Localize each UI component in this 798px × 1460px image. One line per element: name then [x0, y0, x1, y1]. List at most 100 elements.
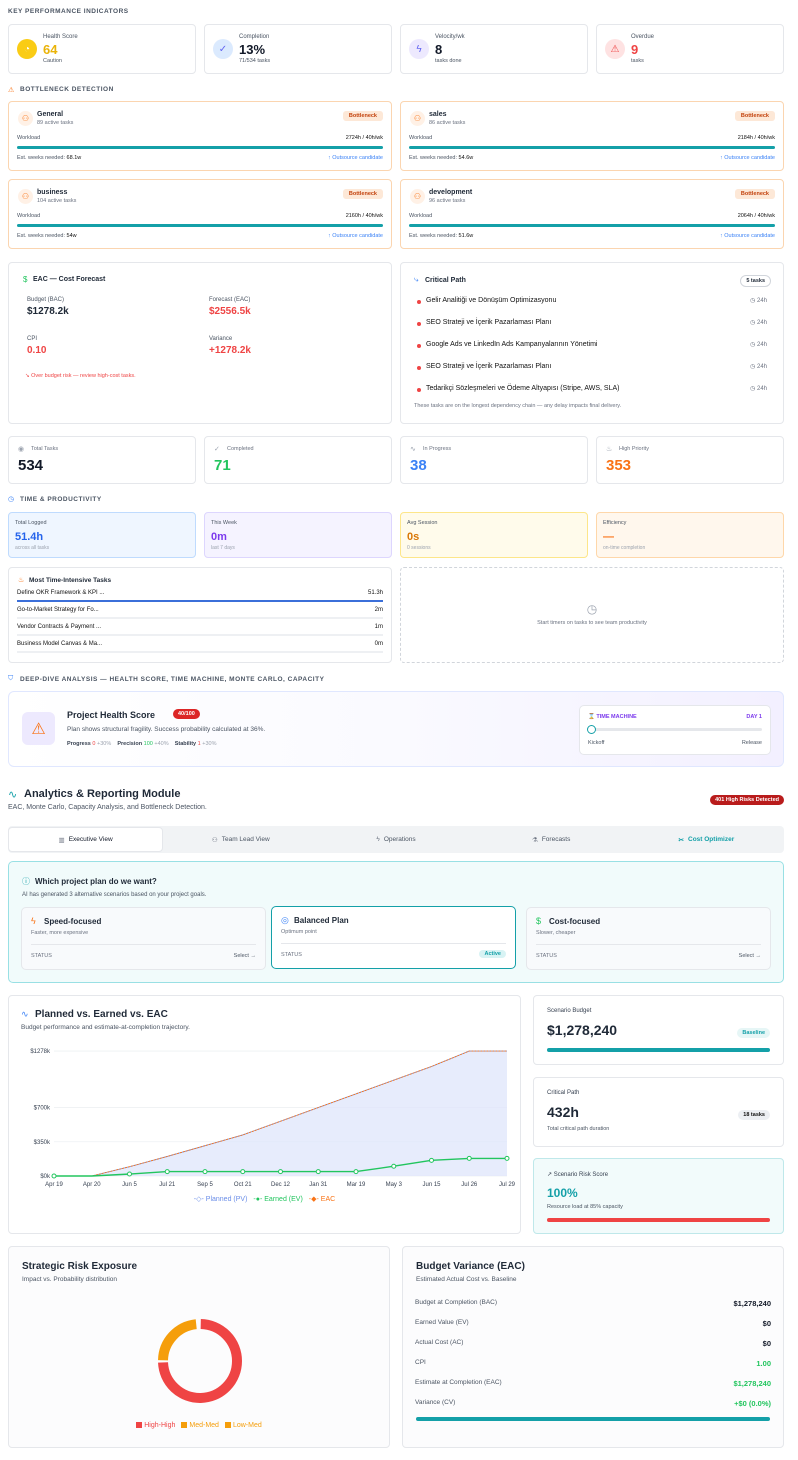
time-stat-label: This Week: [211, 520, 237, 526]
task-name: Define OKR Framework & KPI ...: [17, 590, 105, 596]
analytics-title: Analytics & Reporting Module: [24, 788, 181, 800]
time-bar-track: [17, 617, 383, 619]
task-name: SEO Strateji ve İçerik Pazarlaması Planı: [426, 363, 552, 370]
y-tick-label: $700k: [34, 1106, 51, 1112]
outsource-link[interactable]: ↑ Outsource candidate: [327, 233, 383, 239]
task-name: Tedarikçi Sözleşmeleri ve Ödeme Altyapıs…: [426, 385, 620, 392]
time-machine-start: Kickoff: [588, 740, 605, 746]
critical-path-item[interactable]: Google Ads ve LinkedIn Ads Kampanyaların…: [417, 338, 767, 360]
bv-subtitle: Estimated Actual Cost vs. Baseline: [416, 1276, 517, 1283]
eac-label: Forecast (EAC): [209, 297, 251, 303]
outsource-link[interactable]: ↑ Outsource candidate: [719, 155, 775, 161]
outsource-link[interactable]: ↑ Outsource candidate: [327, 155, 383, 161]
bv-label: Variance (CV): [415, 1399, 456, 1406]
bv-bar: [416, 1417, 770, 1421]
x-tick-label: Sep 5: [197, 1182, 213, 1188]
bv-value: $1,278,240: [733, 1299, 771, 1308]
critical-path-item[interactable]: Tedarikçi Sözleşmeleri ve Ödeme Altyapıs…: [417, 382, 767, 404]
tab-team-lead-view[interactable]: ⚇ Team Lead View: [163, 827, 318, 852]
critical-path-item[interactable]: Gelir Analitiği ve Dönüşüm Optimizasyonu…: [417, 294, 767, 316]
bottleneck-card: ⚇ development 96 active tasks Bottleneck Wor…: [400, 179, 784, 249]
activity-icon: ∿: [8, 789, 18, 801]
task-time: 2m: [374, 607, 383, 613]
bv-label: Earned Value (EV): [415, 1319, 469, 1326]
priority-dot: [417, 388, 421, 392]
bottleneck-active: 86 active tasks: [429, 120, 466, 126]
tab-forecasts[interactable]: ⚗ Forecasts: [474, 827, 629, 852]
risk-value: 100%: [547, 1186, 578, 1200]
time-machine-track[interactable]: [588, 728, 762, 731]
tab-operations[interactable]: ϟ Operations: [318, 827, 473, 852]
donut-slice[interactable]: [158, 1319, 242, 1403]
time-intensive-item[interactable]: Go-to-Market Strategy for Fo... 2m: [17, 607, 383, 623]
status-label: STATUS: [281, 952, 302, 958]
select-button[interactable]: Select →: [738, 953, 761, 959]
task-name: Vendor Contracts & Payment ...: [17, 624, 102, 630]
pve-card: ∿ Planned vs. Earned vs. EAC Budget perf…: [8, 995, 521, 1234]
pve-title: Planned vs. Earned vs. EAC: [35, 1009, 168, 1020]
risk-donut-chart: [158, 1319, 242, 1403]
tab-cost-optimizer[interactable]: ✂ Cost Optimizer: [629, 827, 784, 852]
activity-icon: ∿: [410, 446, 416, 453]
risk-score-card: ↗ Scenario Risk Score 100% Resource load…: [533, 1158, 784, 1234]
x-tick-label: Apr 19: [45, 1182, 63, 1188]
priority-dot: [417, 300, 421, 304]
time-intensive-card: ♨ Most Time-Intensive Tasks Define OKR F…: [8, 567, 392, 663]
gauge-icon: ◔: [17, 39, 37, 59]
time-stat-card: Avg Session 0s 0 sessions: [400, 512, 588, 558]
pv-area: [54, 1051, 507, 1176]
kpi-sub: 71/534 tasks: [239, 58, 271, 64]
cp-sub: Total critical path duration: [547, 1126, 610, 1132]
stat-card: ∿ In Progress 38: [400, 436, 588, 484]
scenario-name: Cost-focused: [549, 917, 601, 926]
bottleneck-name: sales: [429, 111, 447, 118]
kpi-label: Completion: [239, 34, 270, 40]
warning-icon: ⚠: [8, 87, 15, 94]
scenario-card[interactable]: ϟ Speed-focused Faster, more expensive STAT…: [21, 907, 266, 970]
task-time: 1m: [374, 624, 383, 630]
kpi-value: 13%: [239, 42, 266, 57]
task-time: 0m: [374, 641, 383, 647]
scenario-card[interactable]: ◎ Balanced Plan Optimum point STATUS Active: [271, 906, 516, 969]
task-hours: ◷ 24h: [750, 364, 767, 370]
workload-bar: [409, 146, 775, 149]
time-intensive-item[interactable]: Define OKR Framework & KPI ... 51.3h: [17, 590, 383, 606]
donut-slice[interactable]: [158, 1319, 197, 1361]
scenario-desc: Faster, more expensive: [31, 930, 89, 936]
critical-path-item[interactable]: SEO Strateji ve İçerik Pazarlaması Planı…: [417, 360, 767, 382]
weeks-needed: Est. weeks needed: 68.1w: [17, 155, 82, 161]
outsource-link[interactable]: ↑ Outsource candidate: [719, 233, 775, 239]
dollar-icon: $: [23, 275, 28, 284]
users-icon: ⚇: [18, 111, 33, 126]
workload-value: 2184h / 40h/wk: [737, 135, 775, 141]
clock-icon: ◷: [8, 496, 15, 503]
time-machine: ⌛ TIME MACHINE DAY 1 Kickoff Release: [579, 705, 771, 755]
time-intensive-item[interactable]: Business Model Canvas & Ma... 0m: [17, 641, 383, 657]
critical-path-item[interactable]: SEO Strateji ve İçerik Pazarlaması Planı…: [417, 316, 767, 338]
bv-label: Actual Cost (AC): [415, 1339, 464, 1346]
workload-label: Workload: [17, 135, 41, 141]
bottleneck-badge: Bottleneck: [734, 189, 775, 199]
x-tick-label: Apr 20: [83, 1182, 101, 1188]
high-risk-badge[interactable]: 401 High Risks Detected: [710, 795, 784, 805]
time-machine-slider[interactable]: [587, 725, 596, 734]
divider: [281, 943, 506, 944]
health-score-desc: Plan shows structural fragility. Success…: [67, 726, 266, 733]
tab-label: Executive View: [68, 836, 113, 843]
tab-executive-view[interactable]: ▥ Executive View: [8, 827, 164, 852]
select-button[interactable]: Select →: [233, 953, 256, 959]
time-stat-card: Efficiency — on-time completion: [596, 512, 784, 558]
users-icon: ⚇: [18, 189, 33, 204]
bottleneck-badge: Bottleneck: [342, 189, 383, 199]
scenario-name: Speed-focused: [44, 917, 102, 926]
ev-point: [127, 1171, 132, 1177]
kpi-value: 64: [43, 42, 58, 57]
scenario-card[interactable]: $ Cost-focused Slower, cheaper STATUS Select…: [526, 907, 771, 970]
time-intensive-item[interactable]: Vendor Contracts & Payment ... 1m: [17, 624, 383, 640]
legend-swatch: [136, 1422, 143, 1428]
pve-subtitle: Budget performance and estimate-at-compl…: [21, 1024, 190, 1031]
cpi-value: 0.10: [27, 345, 47, 356]
risk-legend: High-High Med-Med Low-Med: [9, 1422, 389, 1429]
task-name: SEO Strateji ve İçerik Pazarlaması Planı: [426, 319, 552, 326]
stat-card: ♨ High Priority 353: [596, 436, 784, 484]
